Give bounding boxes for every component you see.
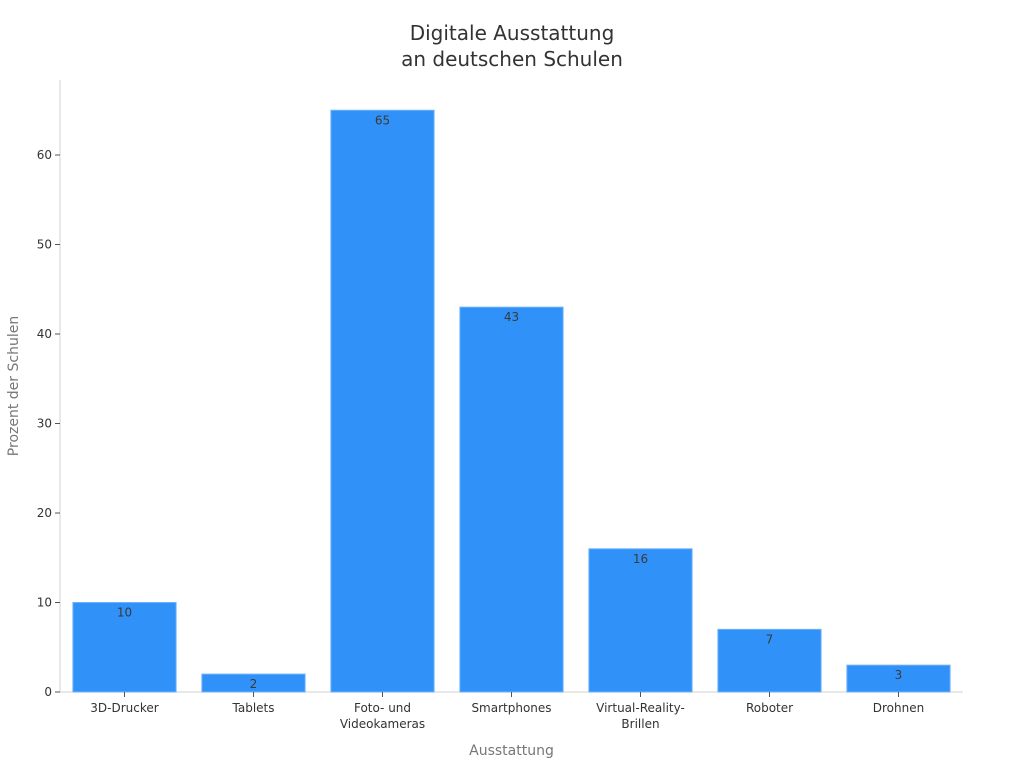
bar [330, 109, 435, 693]
y-tick-label: 30 [37, 417, 52, 431]
bar [588, 548, 693, 693]
y-tick-label: 40 [37, 327, 52, 341]
bar-value-label: 3 [895, 668, 903, 682]
x-tick-label: Roboter [746, 701, 793, 715]
x-axis-title: Ausstattung [469, 743, 554, 759]
chart-title-line-2: an deutschen Schulen [401, 47, 623, 71]
bar-value-label: 16 [633, 552, 648, 566]
y-tick-label: 0 [44, 685, 52, 699]
bar-value-label: 65 [375, 113, 390, 127]
bar-value-label: 10 [117, 606, 132, 620]
x-tick-label: Brillen [621, 717, 659, 731]
x-tick-label: Foto- und [354, 701, 411, 715]
y-tick-label: 50 [37, 238, 52, 252]
y-tick-label: 10 [37, 596, 52, 610]
bar [459, 306, 564, 693]
x-tick-label: Videokameras [340, 717, 425, 731]
x-tick-label: Smartphones [471, 701, 551, 715]
y-axis-title: Prozent der Schulen [6, 316, 22, 456]
bar [717, 628, 822, 693]
x-tick-label: Drohnen [873, 701, 924, 715]
x-tick-label: Virtual-Reality- [596, 701, 685, 715]
y-tick-label: 20 [37, 506, 52, 520]
bar-value-label: 43 [504, 310, 519, 324]
y-tick-label: 60 [37, 148, 52, 162]
bar [846, 664, 951, 693]
chart-title-line-1: Digitale Ausstattung [409, 21, 615, 45]
bar-value-label: 2 [250, 677, 258, 691]
bar-value-label: 7 [766, 632, 774, 646]
x-tick-label: Tablets [232, 701, 275, 715]
bar [72, 602, 177, 693]
x-tick-label: 3D-Drucker [90, 701, 158, 715]
